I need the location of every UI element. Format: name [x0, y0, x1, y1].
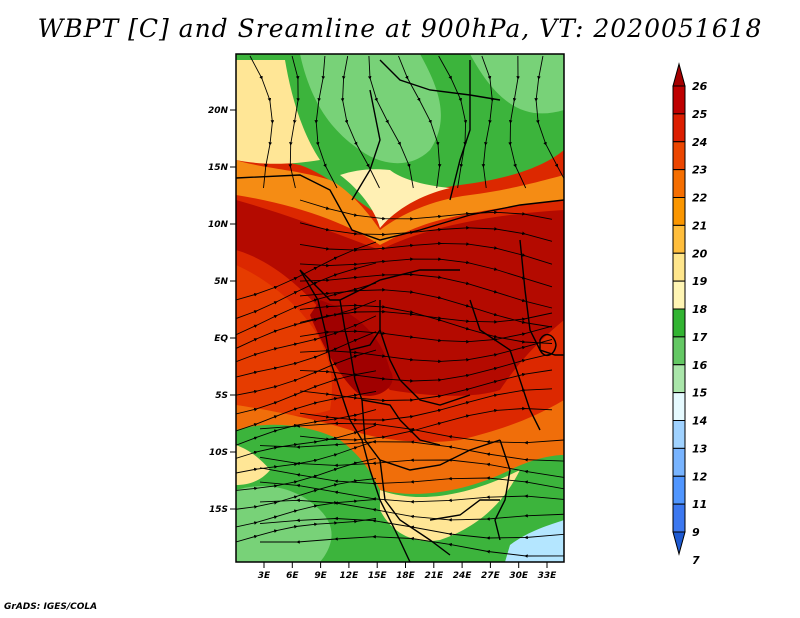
streamline: [299, 241, 553, 265]
streamline: [398, 55, 442, 189]
lon-label: 3E: [258, 571, 271, 581]
colorbar-segment: [672, 420, 686, 449]
colorbar: 26 25 24 23 22 21 20 19 18 17 16 15 14 13 12 11 9 7: [672, 62, 708, 567]
colorbar-segment: [672, 503, 686, 533]
colorbar-segment: [672, 113, 686, 143]
lon-label: 27E: [481, 571, 501, 581]
streamline: [314, 55, 338, 189]
lon-label: 21E: [424, 571, 444, 581]
border-line: [469, 299, 541, 431]
lat-label: 10S: [209, 448, 228, 458]
country-borders: [236, 59, 564, 562]
streamline: [288, 55, 301, 189]
lat-label: 15S: [209, 505, 228, 515]
colorbar-label: 7: [692, 554, 700, 567]
colorbar-label: 18: [692, 303, 708, 316]
border-line: [379, 329, 471, 406]
border-line: [236, 174, 564, 241]
streamline: [508, 55, 527, 189]
colorbar-label: 9: [692, 526, 700, 539]
lat-label: 10N: [208, 220, 229, 230]
colorbar-segment: [672, 252, 686, 282]
lat-label: 5S: [215, 391, 228, 401]
colorbar-segment: [672, 447, 686, 477]
colorbar-segment: [672, 308, 686, 338]
border-line: [361, 399, 501, 471]
border-line: [429, 499, 500, 521]
lat-label: 5N: [214, 277, 228, 287]
colorbar-segment: [672, 85, 686, 115]
colorbar-label: 19: [692, 275, 708, 288]
lon-label: 12E: [340, 571, 360, 581]
chart-title: WBPT [C] and Sreamline at 900hPa, VT: 20…: [37, 14, 763, 43]
border-line: [449, 60, 471, 201]
lake-outline: [539, 333, 557, 357]
streamline: [438, 55, 468, 189]
colorbar-label: 22: [692, 192, 708, 205]
lat-label: 20N: [208, 106, 229, 116]
lon-label: 24E: [453, 571, 473, 581]
colorbar-segment: [672, 280, 686, 310]
longitude-axis: 3E 6E 9E 12E 15E 18E 21E 24E 27E 30E 33E: [258, 562, 557, 581]
colorbar-segment: [672, 169, 686, 198]
colorbar-label: 14: [692, 415, 707, 428]
colorbar-label: 21: [692, 219, 707, 232]
colorbar-segment: [672, 475, 686, 505]
colorbar-segment: [672, 364, 686, 394]
lon-label: 6E: [286, 571, 299, 581]
lon-label: 30E: [509, 571, 529, 581]
coast-line: [299, 269, 411, 562]
lon-label: 9E: [314, 571, 327, 581]
colorbar-label: 24: [692, 136, 707, 149]
grads-credit: GrADS: IGES/COLA: [4, 602, 98, 612]
streamline: [481, 55, 495, 189]
colorbar-segment: [672, 197, 686, 226]
colorbar-label: 13: [692, 442, 708, 455]
streamline: [259, 467, 564, 490]
streamline: [259, 456, 564, 478]
colorbar-top-arrow: [672, 62, 686, 87]
colorbar-label: 26: [692, 80, 708, 93]
colorbar-segment: [672, 336, 686, 366]
border-line: [379, 459, 451, 556]
border-line: [519, 239, 564, 356]
colorbar-segment: [672, 392, 686, 421]
border-line: [351, 89, 381, 201]
lon-label: 33E: [538, 571, 558, 581]
border-line: [379, 59, 501, 101]
streamlines: [236, 55, 564, 558]
field-north-paleyellow: [340, 169, 450, 228]
wbpt-field: [236, 54, 564, 562]
streamline: [299, 222, 553, 242]
colorbar-label: 11: [692, 498, 707, 511]
lon-label: 15E: [368, 571, 388, 581]
colorbar-segment: [672, 224, 686, 254]
streamline: [259, 439, 564, 462]
colorbar-label: 23: [692, 164, 708, 177]
streamline: [249, 55, 275, 189]
border-line: [339, 299, 381, 351]
border-line: [494, 439, 511, 541]
colorbar-label: 12: [692, 470, 708, 483]
colorbar-label: 25: [692, 108, 708, 121]
colorbar-bottom-arrow: [672, 531, 686, 556]
field-north-orange: [236, 160, 564, 245]
border-line: [399, 419, 441, 446]
colorbar-label: 20: [692, 247, 708, 260]
colorbar-label: 17: [692, 331, 708, 344]
map-frame: [235, 53, 565, 563]
lat-label: EQ: [214, 334, 228, 344]
streamline: [534, 55, 564, 180]
colorbar-segment: [672, 141, 686, 171]
streamline: [299, 325, 553, 344]
lat-label: 15N: [208, 163, 229, 173]
streamline: [260, 534, 564, 558]
colorbar-label: 16: [692, 359, 708, 372]
latitude-axis: 20N 15N 10N 5N EQ 5S 10S 15S: [208, 106, 236, 515]
colorbar-label: 15: [692, 387, 708, 400]
lon-label: 18E: [396, 571, 416, 581]
